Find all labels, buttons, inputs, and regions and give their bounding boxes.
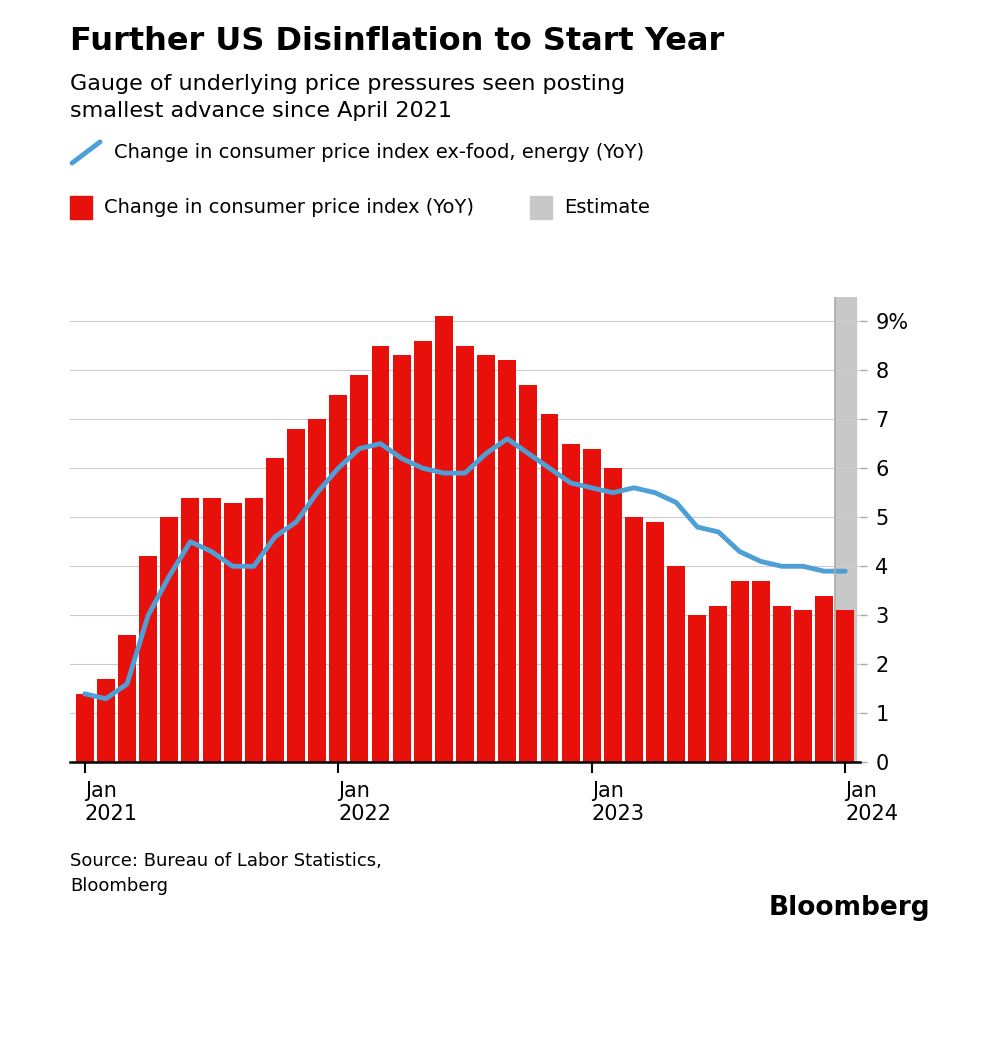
Bar [688,615,706,762]
Bar [329,395,347,762]
Bar [435,317,453,762]
Text: Gauge of underlying price pressures seen posting
smallest advance since April 20: Gauge of underlying price pressures seen… [70,74,625,121]
Bar [731,581,749,762]
Bar [139,556,157,762]
Text: Further US Disinflation to Start Year: Further US Disinflation to Start Year [70,26,724,57]
Bar [76,694,94,762]
Bar [372,345,389,762]
Bar [393,356,411,762]
Bar [224,503,242,762]
Bar [835,297,856,762]
Bar [562,444,580,762]
Bar [773,606,791,762]
Bar [287,429,305,762]
Bar [541,414,558,762]
Bar [308,419,326,762]
Bar [625,517,643,762]
Bar [583,449,601,762]
Bar [203,498,221,762]
Bar [414,341,432,762]
Bar [836,610,854,762]
Bar [709,606,727,762]
Bar [266,459,284,762]
Bar [519,384,537,762]
Text: Source: Bureau of Labor Statistics,
Bloomberg: Source: Bureau of Labor Statistics, Bloo… [70,852,382,896]
Text: Change in consumer price index ex-food, energy (YoY): Change in consumer price index ex-food, … [114,143,644,162]
Bar [815,596,833,762]
Bar [456,345,474,762]
Bar [498,360,516,762]
Bar [646,522,664,762]
Bar [245,498,263,762]
Bar [477,356,495,762]
Text: Estimate: Estimate [564,198,650,217]
Bar [118,635,136,762]
Text: Bloomberg: Bloomberg [768,895,930,921]
Bar [794,610,812,762]
Bar [350,375,368,762]
Text: Change in consumer price index (YoY): Change in consumer price index (YoY) [104,198,474,217]
Bar [160,517,178,762]
Bar [181,498,199,762]
Bar [752,581,770,762]
Bar [667,567,685,762]
Bar [604,468,622,762]
Bar [97,679,115,762]
